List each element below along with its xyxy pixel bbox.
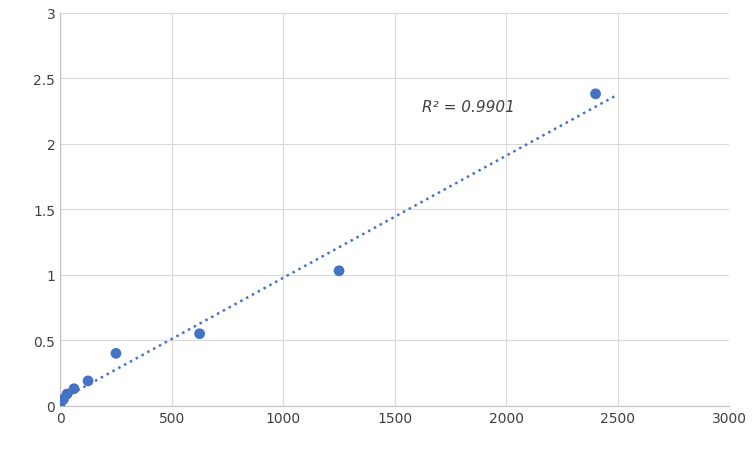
Point <box>57 396 69 403</box>
Point <box>333 267 345 275</box>
Point <box>61 391 73 398</box>
Point <box>68 385 80 392</box>
Point <box>82 377 94 385</box>
Point <box>193 330 205 337</box>
Point <box>590 91 602 98</box>
Point <box>110 350 122 357</box>
Point <box>54 401 66 408</box>
Text: R² = 0.9901: R² = 0.9901 <box>422 100 514 115</box>
